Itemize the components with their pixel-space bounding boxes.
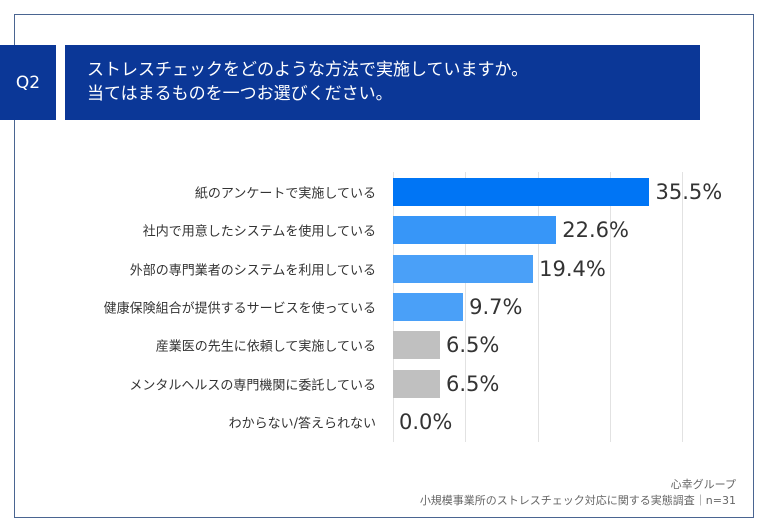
value-label: 19.4% [539,256,606,281]
bar [393,254,534,283]
gridline [609,172,611,442]
bar [393,178,650,206]
question-title: ストレスチェックをどのような方法で実施していますか。 当てはまるものを一つお選びく… [65,45,700,120]
category-label: 産業医の先生に依頼して実施している [155,339,376,355]
category-label: わからない/答えられない [228,416,376,432]
bar [393,216,557,245]
chart-frame [14,14,754,518]
gridline [465,172,467,442]
value-label: 6.5% [445,333,500,358]
gridline [537,172,539,442]
category-label: 外部の専門業者のシステムを利用している [129,263,376,279]
value-label: 0.0% [399,409,453,434]
value-label: 22.6% [562,218,629,243]
title-line-2: 当てはまるものを一つお選びください。 [87,84,393,104]
question-number: Q2 [0,45,56,120]
gridline [682,172,683,442]
bar [393,331,440,360]
value-label: 9.7% [469,294,523,319]
category-label: 社内で用意したシステムを使用している [142,224,376,240]
value-label: 6.5% [445,371,500,396]
category-label: メンタルヘルスの専門機関に委託している [129,378,376,393]
bar [393,369,440,398]
footer-survey: 小規模事業所のストレスチェック対応に関する実態調査｜n=31 [419,494,736,507]
category-label: 紙のアンケートで実施している [194,186,376,202]
footer-source: 心幸グループ [670,478,736,491]
category-label: 健康保険組合が提供するサービスを使っている [103,301,376,317]
bar [393,292,464,321]
title-line-1: ストレスチェックをどのような方法で実施していますか。 [87,60,529,80]
value-label: 35.5% [655,180,723,204]
